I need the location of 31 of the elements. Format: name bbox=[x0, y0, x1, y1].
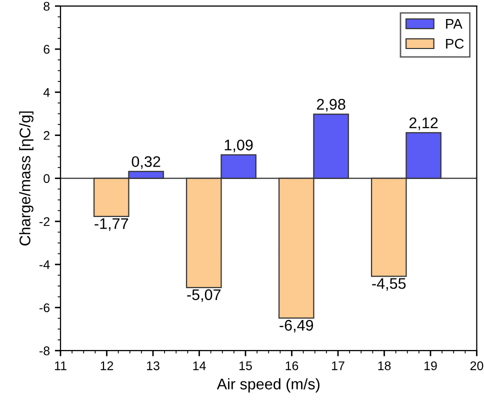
x-tick-label: 16 bbox=[286, 361, 298, 370]
x-tick-label: 18 bbox=[378, 361, 391, 370]
y-tick-label: -6 bbox=[40, 303, 50, 312]
x-tick-label: 19 bbox=[424, 361, 437, 370]
x-tick-label: 20 bbox=[470, 361, 484, 370]
x-tick-label: 17 bbox=[332, 361, 344, 370]
y-axis-title: Charge/mass [ηC/g] bbox=[19, 111, 34, 246]
x-axis-title: Air speed (m/s) bbox=[216, 378, 320, 392]
legend-label: PC bbox=[446, 38, 464, 49]
y-tick-label: -2 bbox=[40, 217, 50, 226]
y-tick-label: -4 bbox=[40, 260, 50, 269]
data-label: -1,77 bbox=[94, 218, 128, 231]
legend-label: PA bbox=[446, 19, 462, 29]
data-label: 2,12 bbox=[409, 117, 438, 130]
y-tick-label: 2 bbox=[44, 131, 50, 140]
y-tick-label: 8 bbox=[44, 2, 50, 11]
x-tick-label: 15 bbox=[239, 361, 252, 370]
y-tick-label: 6 bbox=[44, 44, 50, 54]
y-tick-label: -8 bbox=[40, 346, 50, 356]
data-label: 2,98 bbox=[316, 98, 346, 112]
x-tick-label: 14 bbox=[193, 361, 206, 370]
data-label: -4,55 bbox=[372, 278, 406, 291]
y-tick-label: 4 bbox=[43, 88, 50, 97]
x-tick-label: 12 bbox=[100, 361, 114, 370]
data-label: 0,32 bbox=[132, 156, 160, 169]
data-label: -6,49 bbox=[280, 320, 314, 333]
x-tick-label: 11 bbox=[54, 361, 66, 370]
x-tick-label: 13 bbox=[147, 361, 160, 370]
data-label: -5,07 bbox=[187, 289, 221, 302]
y-tick-label: 0 bbox=[44, 174, 50, 183]
data-label: 1,09 bbox=[224, 140, 253, 152]
